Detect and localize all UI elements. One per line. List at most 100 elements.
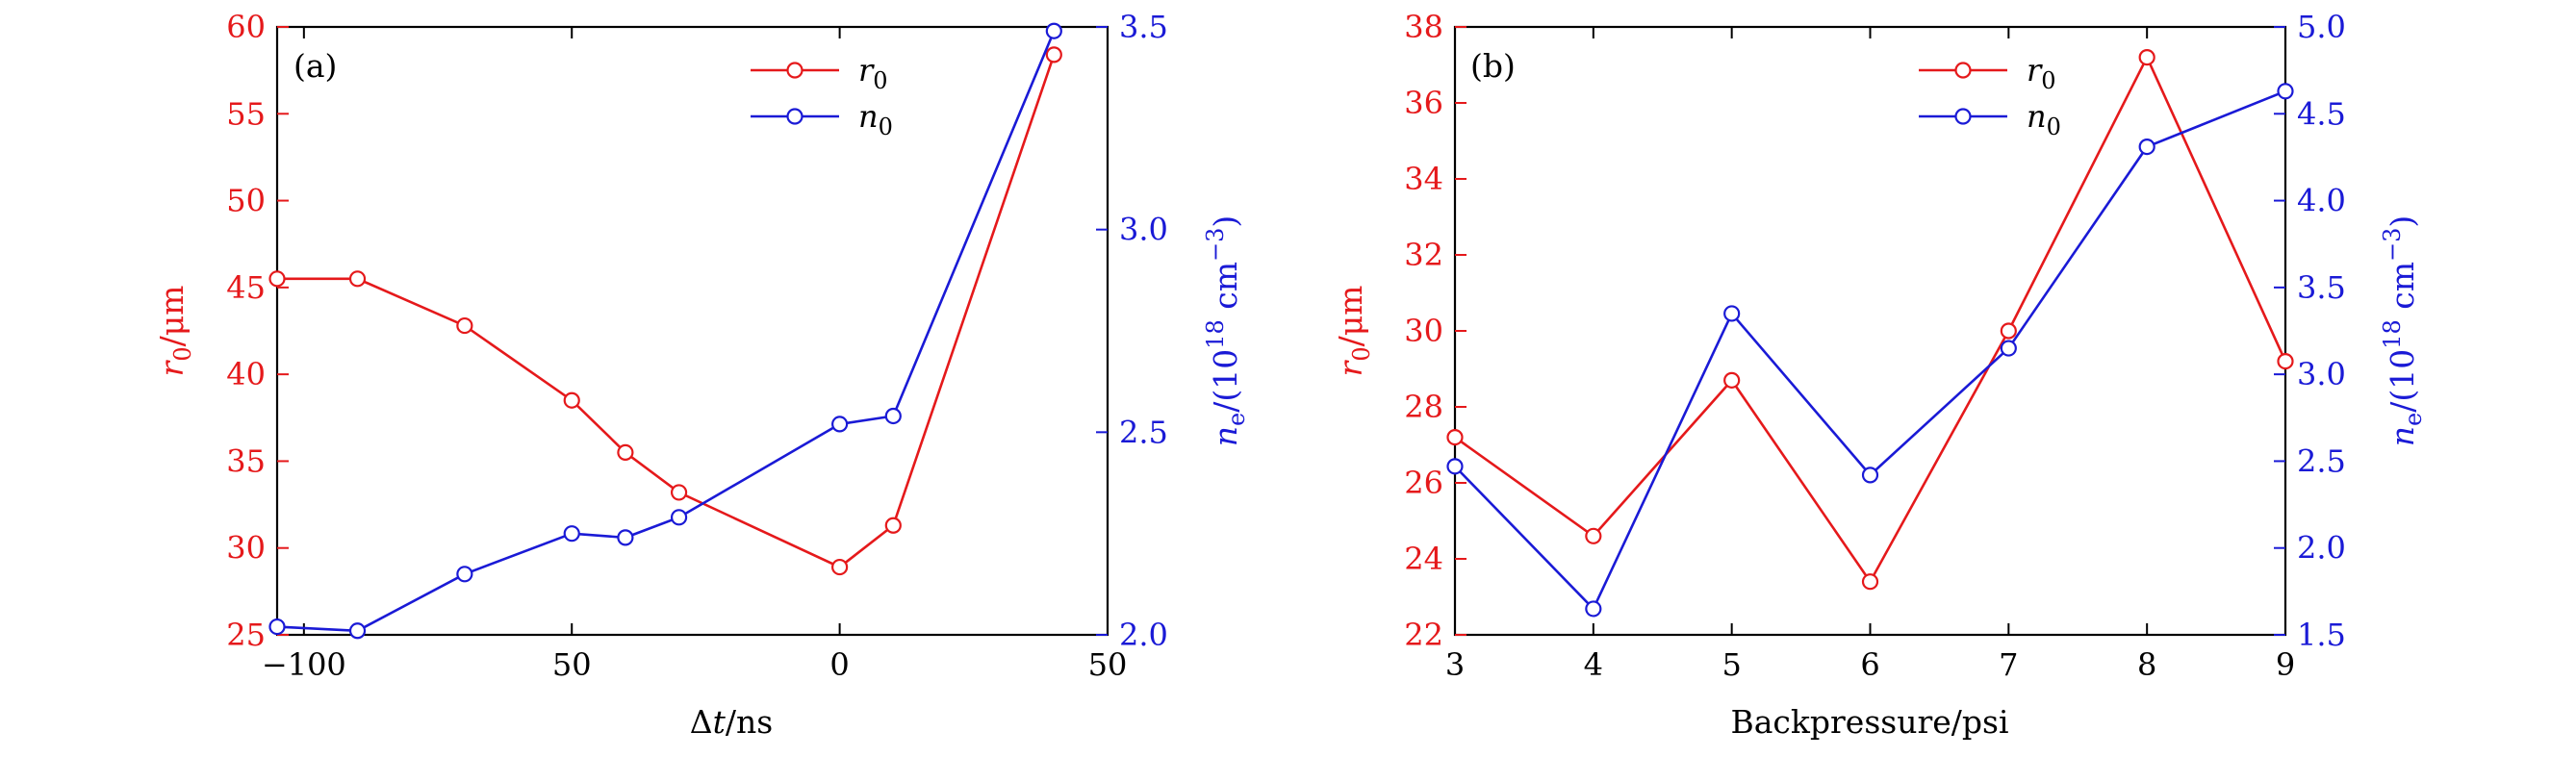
y-left-tick-label: 34: [1404, 161, 1443, 197]
y-right-tick-label: 2.0: [2297, 530, 2346, 567]
data-point-r0: [1723, 371, 1741, 389]
y-left-tick-label: 26: [1404, 465, 1443, 501]
data-point-r0: [1045, 46, 1062, 63]
y-right-tick-label: 3.5: [1119, 9, 1168, 45]
y-left-tick-label: 50: [226, 183, 266, 219]
y-right-tick-label: 1.5: [2297, 617, 2346, 653]
data-point-n0: [348, 622, 367, 640]
x-axis-title: Δt/ns: [690, 703, 773, 741]
y-right-axis-title: ne/(1018 cm−3): [1202, 215, 1250, 447]
data-point-r0: [563, 391, 580, 409]
y-right-tick-label: 3.5: [2297, 269, 2346, 306]
data-point-r0: [884, 517, 902, 534]
y-left-tick-label: 28: [1404, 389, 1443, 425]
y-right-tick-label: 5.0: [2297, 9, 2346, 45]
y-left-tick-label: 32: [1404, 237, 1443, 273]
y-left-tick-label: 60: [226, 9, 266, 45]
legend-label-n0: n0: [858, 98, 893, 140]
y-left-tick-label: 25: [226, 617, 266, 653]
chart-panel-1: −100 50 0 50 25 30 35 40 45 50 55 60 2.0 2.5 3.0 3.5 Δt/…: [153, 9, 1250, 741]
data-point-n0: [1723, 305, 1741, 322]
data-point-n0: [617, 529, 634, 546]
legend-marker-r0: [786, 62, 803, 79]
y-right-tick-label: 2.0: [1119, 617, 1168, 653]
data-point-n0: [1861, 467, 1879, 484]
y-right-tick-label: 2.5: [2297, 442, 2346, 479]
x-tick-label: 9: [2276, 646, 2295, 683]
legend-marker-r0: [1954, 62, 1972, 79]
data-point-n0: [670, 509, 688, 526]
data-point-n0: [1585, 600, 1602, 618]
data-point-r0: [2138, 48, 2155, 66]
series-line-n0: [276, 30, 1056, 633]
data-point-r0: [348, 270, 367, 288]
series-n0: [1446, 83, 2294, 618]
x-tick-label: −100: [262, 646, 346, 683]
x-tick-label: 0: [829, 646, 849, 683]
series-line-r0: [1454, 54, 2287, 585]
data-point-r0: [1585, 527, 1602, 544]
y-right-tick-label: 3.0: [1119, 212, 1168, 248]
data-point-r0: [1861, 573, 1879, 591]
y-left-tick-label: 55: [226, 95, 266, 132]
data-point-n0: [2138, 138, 2155, 156]
chart-panel-2: 3 4 5 6 7 8 92224262830323436381.52.02.53.03.5…: [1332, 9, 2427, 741]
data-point-r0: [456, 316, 473, 335]
y-left-tick-label: 30: [1404, 313, 1443, 349]
legend-marker-n0: [1954, 108, 1972, 125]
x-tick-label: 6: [1860, 646, 1879, 683]
x-tick-label: 7: [1999, 646, 2018, 683]
plot-frame: [275, 25, 1109, 637]
data-point-n0: [1446, 458, 1464, 475]
data-point-n0: [268, 618, 286, 636]
data-point-r0: [2277, 353, 2294, 370]
y-right-tick-label: 3.0: [2297, 356, 2346, 392]
y-right-axis-title: ne/(1018 cm−3): [2379, 215, 2427, 447]
y-left-axis-title: r0/μm: [1332, 286, 1375, 377]
data-point-r0: [670, 484, 688, 501]
x-axis-title: Backpressure/psi: [1731, 703, 2009, 741]
x-tick-label: 3: [1445, 646, 1465, 683]
plot-frame: [1453, 25, 2287, 637]
x-tick-label: 50: [1088, 646, 1128, 683]
y-left-tick-label: 45: [226, 269, 266, 306]
x-tick-label: 4: [1584, 646, 1603, 683]
panel-label: (a): [293, 47, 337, 85]
x-tick-label: 5: [1722, 646, 1741, 683]
y-left-tick-label: 36: [1404, 85, 1443, 121]
series-line-n0: [1454, 89, 2286, 612]
data-point-n0: [563, 525, 580, 543]
series-n0: [268, 22, 1062, 640]
y-right-tick-label: 4.5: [2297, 95, 2346, 132]
y-left-tick-label: 40: [226, 356, 266, 392]
data-point-n0: [1045, 22, 1062, 39]
y-left-tick-label: 35: [226, 442, 266, 479]
data-point-r0: [2000, 322, 2017, 340]
y-left-tick-label: 30: [226, 530, 266, 567]
data-point-n0: [456, 566, 473, 583]
data-point-n0: [2277, 83, 2294, 100]
series-r0: [1446, 48, 2294, 591]
legend-label-r0: r0: [2027, 52, 2056, 94]
data-point-r0: [831, 558, 849, 576]
y-right-tick-label: 4.0: [2297, 183, 2346, 219]
legend-label-n0: n0: [2027, 98, 2061, 140]
y-left-tick-label: 38: [1404, 9, 1443, 45]
data-point-n0: [884, 407, 902, 425]
data-point-r0: [268, 270, 286, 288]
y-right-tick-label: 2.5: [1119, 414, 1168, 450]
x-tick-label: 8: [2137, 646, 2156, 683]
data-point-r0: [1446, 429, 1464, 446]
x-tick-label: 50: [552, 646, 592, 683]
data-point-n0: [2000, 340, 2017, 357]
panel-label: (b): [1470, 47, 1516, 85]
data-point-r0: [617, 443, 634, 461]
y-left-tick-label: 24: [1404, 541, 1443, 577]
y-left-axis-title: r0/μm: [153, 286, 196, 377]
legend-label-r0: r0: [858, 52, 888, 94]
series-r0: [268, 46, 1062, 576]
y-left-tick-label: 22: [1404, 617, 1443, 653]
legend-marker-n0: [786, 108, 803, 125]
